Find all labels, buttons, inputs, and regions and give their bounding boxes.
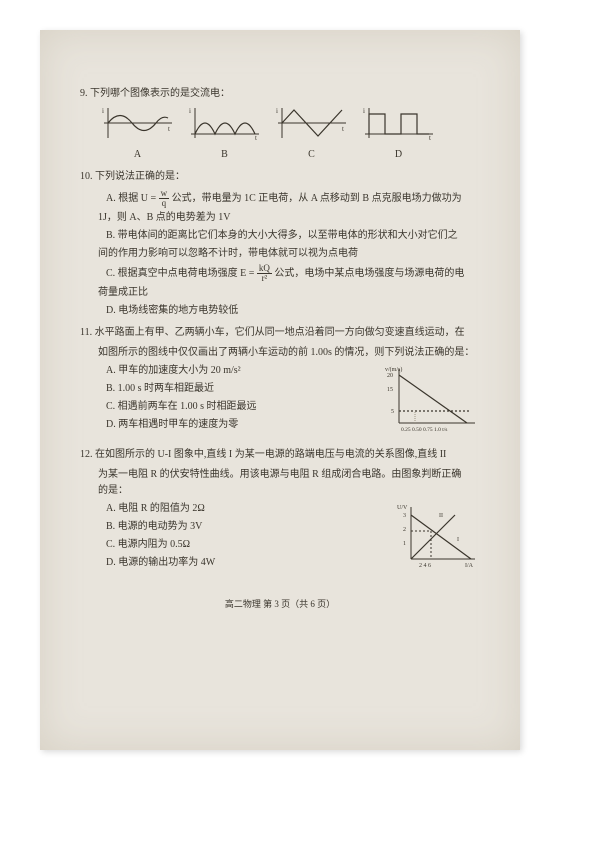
q10-opt-a: A. 根据 U = w q 公式，带电量为 1C 正电荷，从 A 点移动到 B … (80, 189, 480, 208)
q11-body: v/(m/s) 20 15 5 0.25 0.50 0.75 1.0 t/s A… (80, 363, 480, 441)
svg-text:I/A: I/A (465, 563, 474, 569)
page-content: 9. 下列哪个图像表示的是交流电： i t A i t B (80, 80, 480, 611)
q9-label-a: A (100, 147, 175, 163)
q10-opt-d: D. 电场线密集的地方电势较低 (80, 303, 480, 319)
q12-stem1: 12. 在如图所示的 U-I 图象中,直线 I 为某一电源的路端电压与电流的关系… (80, 447, 480, 463)
q10-opt-c-pre: C. 根据真空中点电荷电场强度 E = (106, 268, 257, 279)
svg-text:3: 3 (403, 513, 406, 519)
fraction-icon: w q (159, 189, 170, 208)
svg-text:2: 2 (403, 527, 406, 533)
q9-wave-b: i t B (187, 106, 262, 163)
svg-text:t: t (255, 134, 257, 140)
q10-opt-c2: 荷量成正比 (80, 285, 480, 301)
q9-label-c: C (274, 147, 349, 163)
frac-den: q (159, 199, 170, 208)
svg-text:1: 1 (403, 541, 406, 547)
q9-stem: 9. 下列哪个图像表示的是交流电： (80, 86, 480, 102)
fraction-icon: kQ r² (257, 264, 272, 283)
svg-text:5: 5 (391, 409, 394, 415)
q10-opt-c: C. 根据真空中点电荷电场强度 E = kQ r² 公式，电场中某点电场强度与场… (80, 264, 480, 283)
q9-wave-c: i t C (274, 106, 349, 163)
sine-wave-icon: i t (100, 106, 175, 140)
q9-wave-a: i t A (100, 106, 175, 163)
svg-text:t: t (168, 125, 170, 133)
svg-text:U/V: U/V (397, 505, 408, 511)
svg-text:v/(m/s): v/(m/s) (385, 366, 402, 373)
svg-text:i: i (363, 107, 365, 115)
svg-text:i: i (189, 107, 191, 115)
velocity-time-chart-icon: v/(m/s) 20 15 5 0.25 0.50 0.75 1.0 t/s (385, 363, 480, 435)
q10-opt-c-post: 公式，电场中某点电场强度与场源电荷的电 (274, 268, 464, 279)
svg-text:0.25 0.50 0.75 1.0 t/s: 0.25 0.50 0.75 1.0 t/s (401, 427, 447, 433)
svg-text:II: II (439, 513, 443, 519)
q10-stem: 10. 下列说法正确的是： (80, 169, 480, 185)
ui-chart-icon: U/V 3 2 1 II I 2 4 6 I/A (395, 501, 480, 573)
svg-text:15: 15 (387, 387, 393, 393)
rectified-wave-icon: i t (187, 106, 262, 140)
svg-text:20: 20 (387, 373, 393, 379)
q10-opt-b2: 间的作用力影响可以忽略不计时，带电体就可以视为点电荷 (80, 246, 480, 262)
q9-label-b: B (187, 147, 262, 163)
frac-den: r² (257, 274, 272, 283)
q10-line2: 1J，则 A、B 点的电势差为 1V (80, 210, 480, 226)
q9-label-d: D (361, 147, 436, 163)
q11-graph: v/(m/s) 20 15 5 0.25 0.50 0.75 1.0 t/s (385, 363, 480, 441)
svg-text:i: i (276, 107, 278, 115)
svg-text:i: i (102, 107, 104, 115)
q12-stem3: 的是： (80, 483, 480, 499)
q10-opt-a-post: 公式，带电量为 1C 正电荷，从 A 点移动到 B 点克服电场力做功为 (172, 193, 462, 204)
page-footer: 高二物理 第 3 页（共 6 页） (80, 597, 480, 611)
q12-stem2: 为某一电阻 R 的伏安特性曲线。用该电源与电阻 R 组成闭合电路。由图象判断正确 (80, 467, 480, 483)
svg-text:I: I (457, 537, 459, 543)
q10-opt-b: B. 带电体间的距离比它们本身的大小大得多，以至带电体的形状和大小对它们之 (80, 228, 480, 244)
q12-body: U/V 3 2 1 II I 2 4 6 I/A A. 电阻 R 的阻值为 2Ω… (80, 501, 480, 579)
q9-wave-d: i t D (361, 106, 436, 163)
svg-text:t: t (342, 125, 344, 133)
square-wave-icon: i t (361, 106, 436, 140)
q11-stem1: 11. 水平路面上有甲、乙两辆小车，它们从同一地点沿着同一方向做匀变速直线运动，… (80, 325, 480, 341)
svg-text:t: t (429, 134, 431, 140)
q10-opt-a-pre: A. 根据 U = (106, 193, 159, 204)
q11-stem2: 如图所示的图线中仅仅画出了两辆小车运动的前 1.00s 的情况，则下列说法正确的… (80, 345, 480, 361)
triangle-wave-icon: i t (274, 106, 349, 140)
svg-text:2 4 6: 2 4 6 (419, 563, 431, 569)
q9-waveforms: i t A i t B i t C (80, 106, 480, 163)
q12-graph: U/V 3 2 1 II I 2 4 6 I/A (395, 501, 480, 579)
